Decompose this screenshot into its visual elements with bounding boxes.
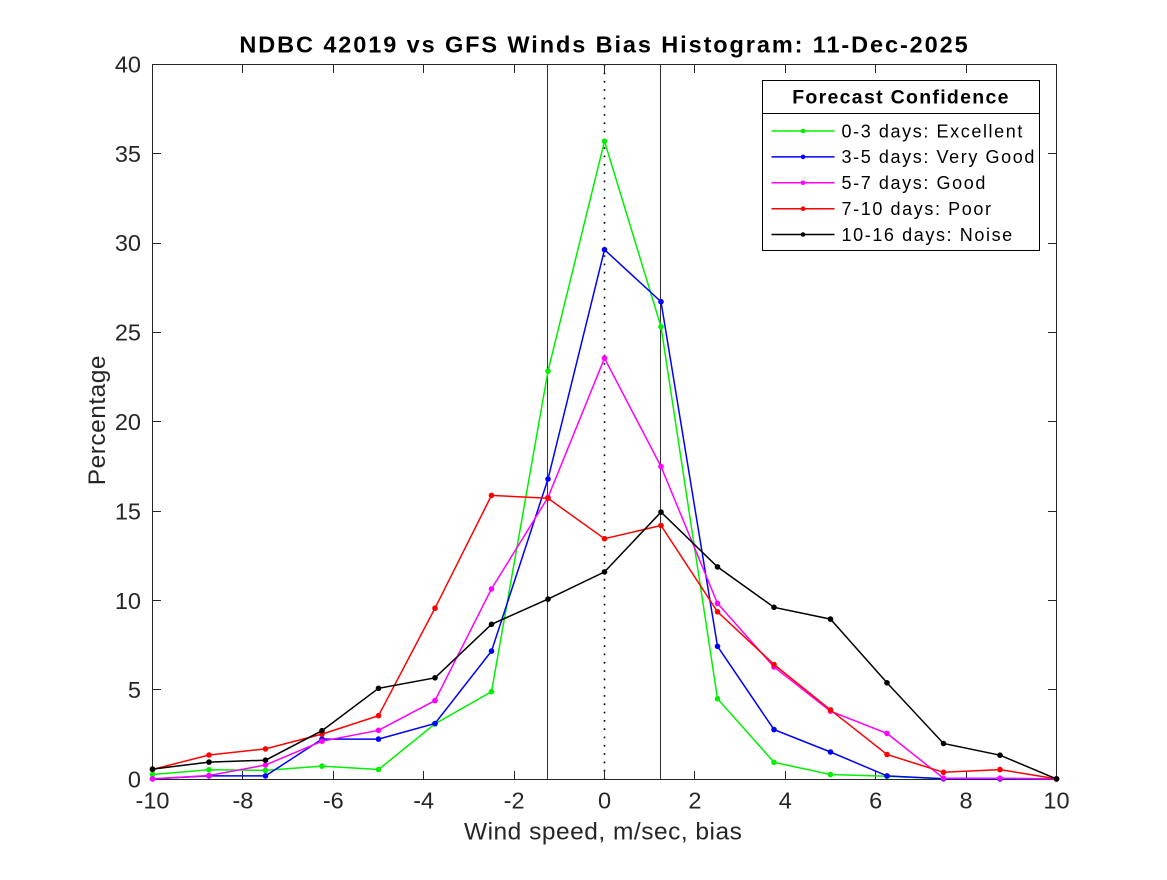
svg-text:0: 0 bbox=[128, 767, 141, 793]
svg-text:5-7 days: Good: 5-7 days: Good bbox=[842, 173, 987, 193]
svg-text:0-3 days: Excellent: 0-3 days: Excellent bbox=[842, 121, 1024, 141]
svg-text:4: 4 bbox=[779, 788, 792, 814]
svg-text:0: 0 bbox=[598, 788, 611, 814]
svg-text:8: 8 bbox=[960, 788, 973, 814]
svg-text:25: 25 bbox=[115, 320, 141, 346]
svg-text:3-5 days: Very Good: 3-5 days: Very Good bbox=[842, 147, 1037, 167]
svg-text:10-16 days: Noise: 10-16 days: Noise bbox=[842, 225, 1014, 245]
svg-text:10: 10 bbox=[1043, 788, 1069, 814]
svg-text:40: 40 bbox=[115, 52, 141, 78]
svg-text:Wind speed, m/sec, bias: Wind speed, m/sec, bias bbox=[464, 819, 742, 846]
svg-text:10: 10 bbox=[115, 588, 141, 614]
svg-text:-4: -4 bbox=[413, 788, 434, 814]
svg-text:15: 15 bbox=[115, 498, 141, 524]
svg-text:NDBC 42019 vs GFS Winds Bias H: NDBC 42019 vs GFS Winds Bias Histogram: … bbox=[239, 31, 969, 57]
svg-text:Percentage: Percentage bbox=[84, 355, 111, 485]
svg-text:-6: -6 bbox=[323, 788, 344, 814]
svg-text:Forecast Confidence: Forecast Confidence bbox=[792, 87, 1010, 109]
svg-text:20: 20 bbox=[115, 409, 141, 435]
svg-text:30: 30 bbox=[115, 230, 141, 256]
svg-text:-8: -8 bbox=[232, 788, 253, 814]
svg-text:2: 2 bbox=[688, 788, 701, 814]
svg-text:7-10 days: Poor: 7-10 days: Poor bbox=[842, 199, 993, 219]
svg-text:-10: -10 bbox=[136, 788, 170, 814]
svg-text:-2: -2 bbox=[504, 788, 525, 814]
svg-text:6: 6 bbox=[869, 788, 882, 814]
svg-text:5: 5 bbox=[128, 677, 141, 703]
svg-text:35: 35 bbox=[115, 141, 141, 167]
